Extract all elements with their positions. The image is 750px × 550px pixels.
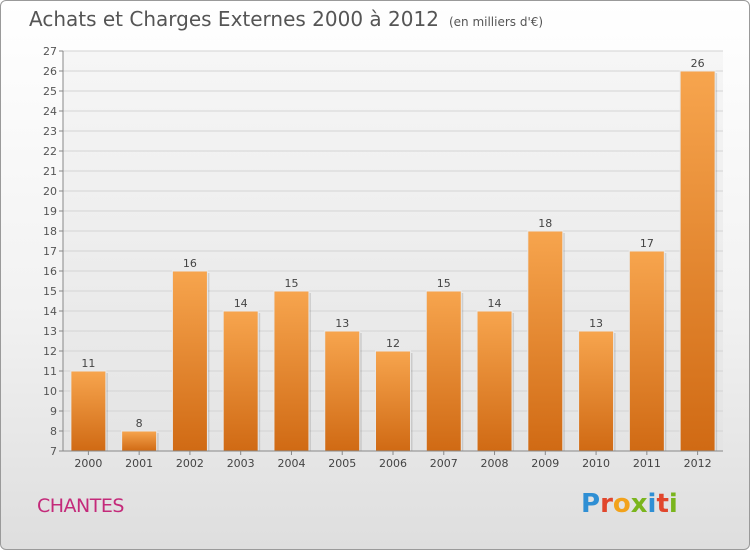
y-tick-label: 11: [43, 365, 57, 378]
data-label: 8: [136, 417, 143, 430]
bar-2011: [628, 250, 665, 452]
bar-2007: [425, 290, 462, 452]
y-tick-label: 27: [43, 45, 57, 58]
logo-letter: P: [581, 489, 601, 519]
logo-letter: x: [630, 489, 648, 519]
y-tick-label: 7: [50, 445, 57, 458]
bar-2001: [121, 430, 158, 452]
x-tick-label: 2009: [531, 457, 559, 470]
x-tick-label: 2000: [74, 457, 102, 470]
y-tick-label: 21: [43, 165, 57, 178]
x-tick-label: 2007: [430, 457, 458, 470]
data-label: 14: [234, 297, 248, 310]
y-tick-label: 20: [43, 185, 57, 198]
x-tick-label: 2010: [582, 457, 610, 470]
place-name: CHANTES: [37, 495, 124, 517]
x-tick-label: 2008: [481, 457, 509, 470]
chart-unit: (en milliers d'€): [448, 15, 544, 29]
y-tick-label: 26: [43, 65, 57, 78]
data-label: 15: [284, 277, 298, 290]
data-label: 17: [640, 237, 654, 250]
y-tick-label: 15: [43, 285, 57, 298]
bar-2012: [679, 70, 716, 452]
x-tick-label: 2002: [176, 457, 204, 470]
logo-letter: o: [612, 489, 631, 519]
y-tick-label: 12: [43, 345, 57, 358]
y-tick-label: 8: [50, 425, 57, 438]
x-tick-label: 2004: [277, 457, 305, 470]
bar-2005: [324, 330, 361, 452]
y-axis: 7 8 9 10 11 12 13 14 15 16 17 18 19 20 21 22 23 24 25 26 27: [43, 45, 64, 458]
bar-2000: [70, 370, 107, 452]
bars: 11 8 16 14 15 13 12 15 14 18 13 17 26: [70, 57, 718, 452]
x-tick-label: 2012: [684, 457, 712, 470]
bar-2002: [171, 270, 208, 452]
logo-letter: i: [668, 489, 678, 519]
bar-2006: [375, 350, 411, 452]
proxiti-logo: Proxiti: [581, 489, 678, 519]
bar-2003: [222, 310, 259, 452]
data-label: 12: [386, 337, 400, 350]
y-tick-label: 24: [43, 105, 57, 118]
data-label: 13: [589, 317, 603, 330]
y-tick-label: 18: [43, 225, 57, 238]
data-label: 26: [691, 57, 705, 70]
y-tick-label: 19: [43, 205, 57, 218]
logo-letter: t: [656, 489, 669, 519]
y-tick-label: 22: [43, 145, 57, 158]
y-tick-label: 10: [43, 385, 57, 398]
x-tick-label: 2003: [227, 457, 255, 470]
y-tick-label: 9: [50, 405, 57, 418]
data-label: 16: [183, 257, 197, 270]
x-tick-label: 2011: [633, 457, 661, 470]
data-label: 14: [488, 297, 502, 310]
x-tick-label: 2006: [379, 457, 407, 470]
y-tick-label: 17: [43, 245, 57, 258]
data-label: 13: [335, 317, 349, 330]
x-tick-label: 2005: [328, 457, 356, 470]
logo-letter: i: [647, 489, 657, 519]
data-label: 11: [81, 357, 95, 370]
y-tick-label: 25: [43, 85, 57, 98]
data-label: 15: [437, 277, 451, 290]
logo-letter: r: [600, 489, 613, 519]
y-tick-label: 13: [43, 325, 57, 338]
bar-2004: [273, 290, 310, 452]
bar-2010: [578, 330, 615, 452]
y-tick-label: 23: [43, 125, 57, 138]
bar-2009: [527, 230, 564, 452]
data-label: 18: [538, 217, 552, 230]
chart-title-text: Achats et Charges Externes 2000 à 2012: [29, 7, 439, 31]
bar-chart: 789101112131415161718192021222324252627 …: [43, 45, 723, 470]
y-tick-label: 14: [43, 305, 57, 318]
bar-2008: [476, 310, 513, 452]
x-axis: 2000 2001 2002 2003 2004 2005 2006 2007 2008 2009…: [63, 450, 723, 470]
x-tick-label: 2001: [125, 457, 153, 470]
chart-title: Achats et Charges Externes 2000 à 2012 (e…: [29, 7, 543, 31]
y-tick-label: 16: [43, 265, 57, 278]
